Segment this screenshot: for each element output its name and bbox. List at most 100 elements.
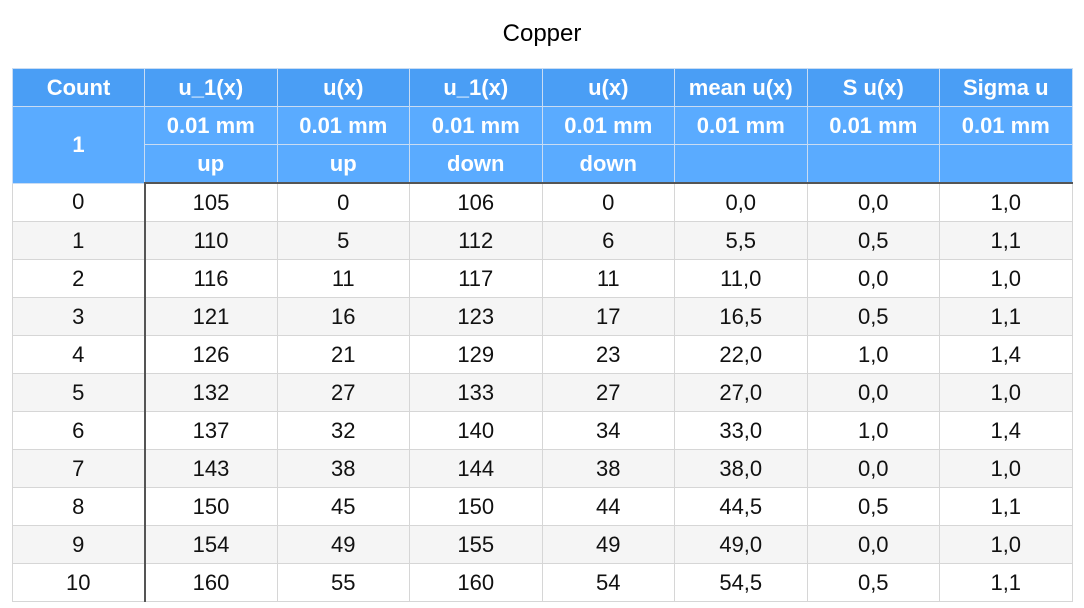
column-unit: 0.01 mm (939, 106, 1073, 145)
table-cell: 55 (276, 563, 410, 602)
table-cell: 16 (276, 297, 410, 336)
column-header-count: Count (12, 68, 145, 107)
data-table: Count u_1(x) u(x) u_1(x) u(x) mean u(x) … (12, 68, 1073, 602)
table-cell: 160 (409, 563, 543, 602)
table-cell: 38,0 (674, 449, 808, 488)
table-row: 2 116 11 117 11 11,0 0,0 1,0 (12, 259, 1073, 298)
table-cell: 137 (144, 411, 278, 450)
table-row: 8 150 45 150 44 44,5 0,5 1,1 (12, 487, 1073, 526)
table-cell: 112 (409, 221, 543, 260)
table-cell: 4 (12, 335, 146, 374)
column-direction: down (409, 144, 543, 184)
table-cell: 133 (409, 373, 543, 412)
table-cell: 11 (276, 259, 410, 298)
table-cell: 1,1 (939, 221, 1073, 260)
table-cell: 6 (12, 411, 146, 450)
column-header-name: S u(x) (806, 68, 940, 107)
table-cell: 143 (144, 449, 278, 488)
table-cell: 49 (541, 525, 675, 564)
table-cell: 154 (144, 525, 278, 564)
table-cell: 110 (144, 221, 278, 260)
table-cell: 126 (144, 335, 278, 374)
table-cell: 44,5 (674, 487, 808, 526)
table-cell: 54,5 (674, 563, 808, 602)
table-cell: 1,4 (939, 411, 1073, 450)
column-direction (806, 144, 940, 184)
count-value: 1 (12, 106, 145, 184)
table-cell: 22,0 (674, 335, 808, 374)
table-cell: 5 (12, 373, 146, 412)
table-cell: 1,1 (939, 563, 1073, 602)
table-cell: 21 (276, 335, 410, 374)
table-cell: 5 (276, 221, 410, 260)
table-cell: 54 (541, 563, 675, 602)
table-cell: 144 (409, 449, 543, 488)
table-cell: 2 (12, 259, 146, 298)
column-unit: 0.01 mm (674, 106, 808, 145)
table-cell: 116 (144, 259, 278, 298)
table-cell: 27 (541, 373, 675, 412)
table-cell: 0,0 (806, 259, 940, 298)
table-cell: 10 (12, 563, 146, 602)
column-unit: 0.01 mm (541, 106, 675, 145)
table-row: 6 137 32 140 34 33,0 1,0 1,4 (12, 411, 1073, 450)
table-row: 10 160 55 160 54 54,5 0,5 1,1 (12, 563, 1073, 602)
table-cell: 0,0 (806, 525, 940, 564)
table-cell: 6 (541, 221, 675, 260)
column-header-name: u_1(x) (409, 68, 543, 107)
column-header-name: u(x) (541, 68, 675, 107)
table-row: 7 143 38 144 38 38,0 0,0 1,0 (12, 449, 1073, 488)
table-cell: 27,0 (674, 373, 808, 412)
table-cell: 1,4 (939, 335, 1073, 374)
table-cell: 0,0 (806, 182, 940, 222)
table-row: 3 121 16 123 17 16,5 0,5 1,1 (12, 297, 1073, 336)
table-cell: 45 (276, 487, 410, 526)
table-cell: 1 (12, 221, 146, 260)
table-cell: 5,5 (674, 221, 808, 260)
table-cell: 129 (409, 335, 543, 374)
table-row: 9 154 49 155 49 49,0 0,0 1,0 (12, 525, 1073, 564)
table-row: 1 110 5 112 6 5,5 0,5 1,1 (12, 221, 1073, 260)
table-cell: 27 (276, 373, 410, 412)
table-cell: 123 (409, 297, 543, 336)
table-cell: 32 (276, 411, 410, 450)
header-row-units: 1 0.01 mm 0.01 mm 0.01 mm 0.01 mm 0.01 m… (12, 106, 1073, 184)
column-unit: 0.01 mm (806, 106, 940, 145)
table-cell: 44 (541, 487, 675, 526)
header-row-direction: up up down down (13, 144, 1073, 184)
column-header-name: mean u(x) (674, 68, 808, 107)
table-cell: 150 (144, 487, 278, 526)
table-cell: 8 (12, 487, 146, 526)
column-direction (939, 144, 1073, 184)
table-title: Copper (502, 20, 582, 47)
table-cell: 7 (12, 449, 146, 488)
table-cell: 0,0 (674, 182, 808, 222)
column-direction: down (541, 144, 675, 184)
table-cell: 38 (276, 449, 410, 488)
table-cell: 105 (144, 182, 278, 222)
table-cell: 1,0 (939, 259, 1073, 298)
table-cell: 160 (144, 563, 278, 602)
table-cell: 0 (276, 182, 410, 222)
table-cell: 1,0 (939, 373, 1073, 412)
table-cell: 49 (276, 525, 410, 564)
table-cell: 3 (12, 297, 146, 336)
table-cell: 140 (409, 411, 543, 450)
table-cell: 38 (541, 449, 675, 488)
table-cell: 9 (12, 525, 146, 564)
table-cell: 132 (144, 373, 278, 412)
table-cell: 23 (541, 335, 675, 374)
table-cell: 1,0 (806, 411, 940, 450)
table-cell: 16,5 (674, 297, 808, 336)
table-cell: 0,5 (806, 221, 940, 260)
table-cell: 34 (541, 411, 675, 450)
table-cell: 1,0 (939, 449, 1073, 488)
table-cell: 117 (409, 259, 543, 298)
table-cell: 1,0 (939, 182, 1073, 222)
table-cell: 106 (409, 182, 543, 222)
table-cell: 11,0 (674, 259, 808, 298)
table-cell: 49,0 (674, 525, 808, 564)
table-cell: 1,1 (939, 487, 1073, 526)
table-cell: 0 (12, 182, 146, 222)
table-cell: 0,5 (806, 563, 940, 602)
